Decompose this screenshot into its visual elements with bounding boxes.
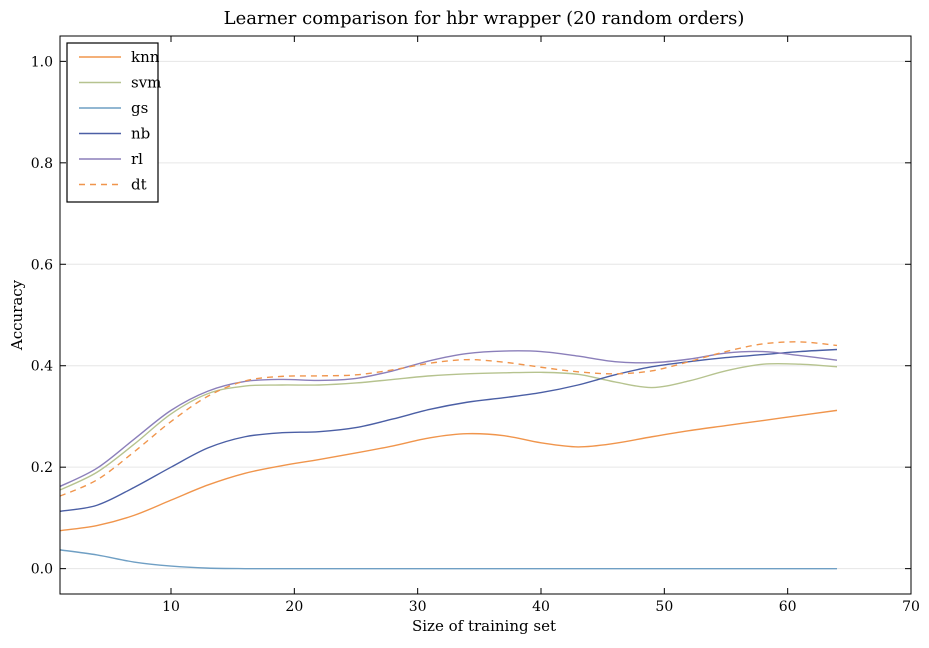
tick-layer: 10 20 30 40 50 60 70 0.0 0.2 0.4 0.6 0.8 1.0 xyxy=(31,36,920,615)
series-line-rl xyxy=(59,350,838,488)
series-line-svm xyxy=(59,362,838,491)
y-tick-label: 0.6 xyxy=(31,257,53,273)
plot-frame xyxy=(59,35,912,595)
y-tick-label: 1.0 xyxy=(31,54,53,70)
chart-title: Learner comparison for hbr wrapper (20 r… xyxy=(224,8,745,29)
legend-label-dt: dt xyxy=(131,176,147,194)
legend-label-knn: knn xyxy=(131,48,160,66)
series-layer xyxy=(59,341,838,570)
y-tick-label: 0.4 xyxy=(31,359,53,375)
x-tick-label: 60 xyxy=(779,599,797,615)
legend-box xyxy=(66,42,159,203)
legend: knn svm gs nb rl dt xyxy=(66,42,161,203)
series-line-dt xyxy=(59,341,838,497)
legend-label-nb: nb xyxy=(131,125,150,143)
y-tick-label: 0.2 xyxy=(31,460,53,476)
x-tick-label: 10 xyxy=(162,599,180,615)
series-line-knn xyxy=(59,409,838,532)
x-tick-label: 70 xyxy=(902,599,920,615)
y-tick-label: 0.0 xyxy=(31,562,53,578)
legend-label-rl: rl xyxy=(131,150,143,168)
x-tick-label: 20 xyxy=(285,599,303,615)
x-tick-label: 50 xyxy=(655,599,673,615)
series-line-gs xyxy=(59,549,837,570)
y-tick-label: 0.8 xyxy=(31,156,53,172)
legend-label-svm: svm xyxy=(131,74,161,92)
x-axis-label: Size of training set xyxy=(412,617,556,635)
y-axis-label: Accuracy xyxy=(8,279,26,351)
x-tick-label: 30 xyxy=(409,599,427,615)
legend-label-gs: gs xyxy=(131,99,148,117)
x-tick-label: 40 xyxy=(532,599,550,615)
series-line-nb xyxy=(59,348,838,513)
